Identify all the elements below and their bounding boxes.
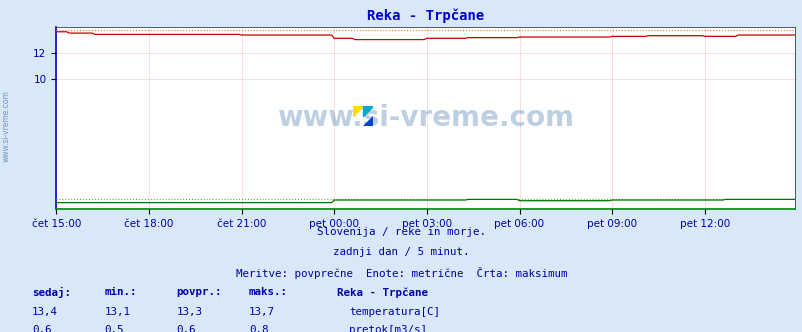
- Text: temperatura[C]: temperatura[C]: [349, 307, 439, 317]
- Text: 13,1: 13,1: [104, 307, 130, 317]
- Text: 13,4: 13,4: [32, 307, 58, 317]
- Text: sedaj:: sedaj:: [32, 287, 71, 298]
- Text: 0,5: 0,5: [104, 325, 124, 332]
- Text: 13,7: 13,7: [249, 307, 274, 317]
- Text: www.si-vreme.com: www.si-vreme.com: [2, 90, 11, 162]
- Text: maks.:: maks.:: [249, 287, 288, 297]
- Text: 0,8: 0,8: [249, 325, 268, 332]
- Text: 13,3: 13,3: [176, 307, 202, 317]
- Text: Meritve: povprečne  Enote: metrične  Črta: maksimum: Meritve: povprečne Enote: metrične Črta:…: [236, 267, 566, 279]
- Polygon shape: [363, 106, 373, 116]
- Polygon shape: [353, 106, 363, 116]
- Text: pretok[m3/s]: pretok[m3/s]: [349, 325, 427, 332]
- Text: min.:: min.:: [104, 287, 136, 297]
- Text: povpr.:: povpr.:: [176, 287, 222, 297]
- Text: www.si-vreme.com: www.si-vreme.com: [277, 104, 573, 132]
- Text: Reka - Trpčane: Reka - Trpčane: [337, 287, 427, 298]
- Title: Reka - Trpčane: Reka - Trpčane: [367, 8, 484, 23]
- Text: 0,6: 0,6: [176, 325, 196, 332]
- Text: zadnji dan / 5 minut.: zadnji dan / 5 minut.: [333, 247, 469, 257]
- Polygon shape: [363, 116, 373, 126]
- Text: Slovenija / reke in morje.: Slovenija / reke in morje.: [317, 227, 485, 237]
- Text: 0,6: 0,6: [32, 325, 51, 332]
